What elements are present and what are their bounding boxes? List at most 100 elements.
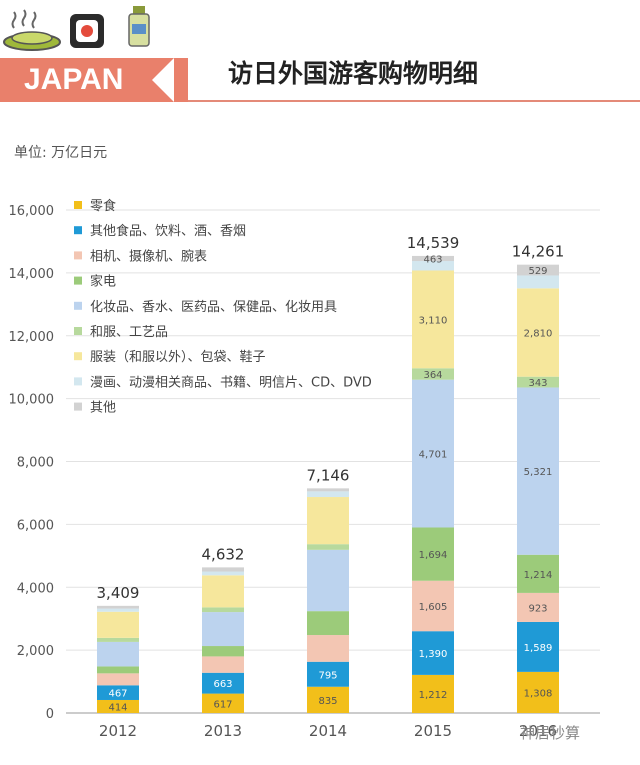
bar-segment (202, 672, 244, 694)
data-label: 1,308 (524, 688, 553, 699)
y-tick-label: 0 (46, 707, 54, 722)
bar-segment (517, 592, 559, 622)
data-label: 1,212 (419, 690, 448, 701)
legend-label: 家电 (90, 274, 116, 290)
data-label: 529 (528, 266, 547, 277)
data-label: 835 (318, 696, 337, 707)
legend-swatch (74, 352, 82, 361)
bar-segment (412, 631, 454, 675)
data-label: 1,589 (524, 643, 553, 654)
bar-segment (412, 527, 454, 581)
total-label: 14,261 (512, 243, 565, 261)
bar-segment (97, 685, 139, 700)
banner-notch (152, 58, 174, 102)
data-label: 467 (108, 689, 127, 700)
bar-segment (412, 580, 454, 632)
bar-segment (517, 671, 559, 713)
unit-label: 单位: 万亿日元 (14, 145, 108, 161)
bar-segment (412, 368, 454, 380)
bar-segment (307, 544, 349, 550)
bar-segment (202, 646, 244, 657)
legend-label: 服装（和服以外）、包袋、鞋子 (90, 349, 266, 365)
bar-segment (517, 288, 559, 377)
data-label: 923 (528, 603, 547, 614)
data-label: 1,214 (524, 570, 553, 581)
bar-segment (97, 637, 139, 642)
header: JAPAN 访日外国游客购物明细 (0, 0, 640, 110)
banner-text: JAPAN (24, 63, 124, 96)
bar-segment (412, 379, 454, 528)
watermark: 神居秒算 (520, 724, 581, 742)
legend-swatch (74, 377, 82, 386)
y-tick-label: 14,000 (9, 267, 55, 282)
bar-segment (97, 699, 139, 713)
total-label: 14,539 (407, 234, 460, 252)
bar-segment (202, 571, 244, 576)
data-label: 1,694 (419, 550, 448, 561)
bar-segment (97, 641, 139, 667)
bar-segment (412, 674, 454, 713)
y-tick-label: 16,000 (9, 204, 55, 219)
data-label: 463 (423, 254, 442, 265)
data-label: 364 (423, 370, 442, 381)
data-label: 617 (213, 699, 232, 710)
sushi-icon (70, 14, 104, 48)
dish-icon (3, 9, 61, 51)
data-label: 4,701 (419, 450, 448, 461)
header-rule (188, 100, 640, 102)
bar-segment (97, 605, 139, 609)
bar-segment (97, 673, 139, 686)
data-label: 663 (213, 679, 232, 690)
bar-segment (307, 497, 349, 545)
legend-swatch (74, 251, 82, 260)
bar-segment (97, 666, 139, 674)
bar-segment (517, 621, 559, 672)
bar-segment (307, 488, 349, 492)
bar-segment (202, 607, 244, 613)
bar-segment (517, 376, 559, 388)
bar-segment (307, 661, 349, 687)
legend-label: 其他食品、饮料、酒、香烟 (90, 223, 246, 239)
bar-segment (517, 264, 559, 276)
legend-label: 漫画、动漫相关商品、书籍、明信片、CD、DVD (90, 374, 372, 390)
bar-segment (412, 270, 454, 369)
data-label: 343 (528, 378, 547, 389)
bar-segment (202, 612, 244, 647)
data-label: 1,390 (419, 649, 448, 660)
legend-swatch (74, 276, 82, 285)
bar-segment (307, 549, 349, 612)
total-label: 4,632 (202, 545, 245, 563)
legend-swatch (74, 327, 82, 335)
data-label: 2,810 (524, 329, 553, 340)
bar-segment (307, 635, 349, 662)
bar-segment (202, 693, 244, 713)
bar-segment (202, 575, 244, 608)
total-label: 7,146 (307, 466, 350, 484)
legend-swatch (74, 226, 82, 235)
y-tick-label: 8,000 (17, 456, 54, 471)
y-tick-label: 6,000 (17, 518, 54, 533)
legend-label: 和服、工艺品 (90, 325, 168, 340)
legend-swatch (74, 201, 82, 209)
legend-label: 其他 (90, 401, 116, 416)
bar-segment (202, 567, 244, 572)
data-label: 414 (108, 702, 127, 713)
legend-label: 化妆品、香水、医药品、保健品、化妆用具 (90, 300, 337, 315)
legend-swatch (74, 402, 82, 411)
bar-segment (517, 387, 559, 555)
x-tick-label: 2012 (99, 722, 137, 740)
legend-label: 相机、摄像机、腕表 (90, 248, 207, 264)
bar-segment (97, 608, 139, 612)
y-tick-label: 2,000 (17, 644, 54, 659)
y-tick-label: 4,000 (17, 581, 54, 596)
bottle-icon (128, 6, 150, 47)
page-title: 访日外国游客购物明细 (228, 59, 479, 88)
legend-label: 零食 (90, 198, 116, 214)
bar-segment (412, 261, 454, 271)
x-tick-label: 2015 (414, 722, 452, 740)
data-label: 5,321 (524, 467, 553, 478)
data-label: 3,110 (419, 315, 448, 326)
bar-segment (202, 656, 244, 673)
x-tick-label: 2014 (309, 722, 347, 740)
